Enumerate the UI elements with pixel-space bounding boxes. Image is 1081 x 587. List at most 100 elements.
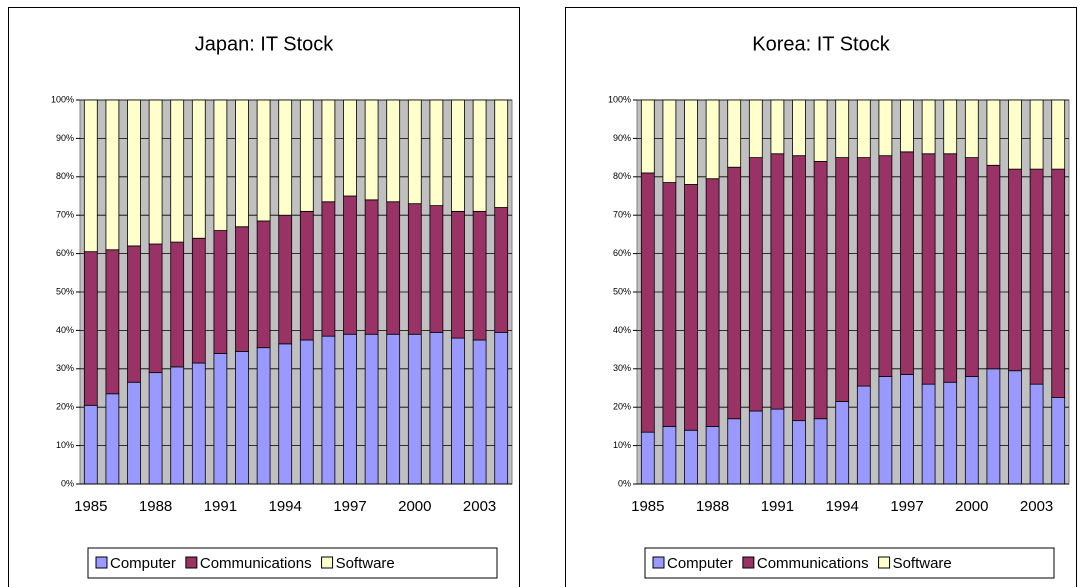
legend-label: Communications (757, 555, 869, 572)
x-tick-label: 1997 (333, 498, 366, 515)
bar-segment (1051, 168, 1066, 398)
bar-segment (494, 99, 509, 208)
x-tick-label: 2000 (398, 498, 431, 515)
x-tick-label: 2003 (1020, 498, 1053, 515)
bar-segment (407, 333, 422, 485)
bar-segment (170, 241, 185, 368)
y-tick-label: 60% (613, 248, 631, 258)
bar-segment (705, 425, 720, 485)
x-tick-label: 1994 (269, 498, 302, 515)
y-tick-label: 50% (56, 286, 74, 296)
bar-segment (472, 99, 487, 212)
y-tick-label: 50% (613, 286, 631, 296)
y-tick-label: 100% (51, 94, 74, 104)
y-tick-label: 90% (56, 133, 74, 143)
bar-segment (494, 207, 509, 333)
bar-segment (386, 333, 401, 485)
bar-segment (1029, 383, 1044, 485)
bar-segment (921, 153, 936, 385)
bar-segment (256, 220, 271, 349)
bar-segment (900, 151, 914, 375)
chart-title: Japan: IT Stock (195, 33, 335, 55)
bar-segment (191, 362, 206, 485)
bar-segment (148, 99, 163, 245)
bar-segment (127, 381, 141, 485)
bar-segment (792, 155, 806, 422)
y-tick-label: 70% (56, 210, 74, 220)
bar-segment (986, 368, 1001, 485)
bar-segment (748, 99, 763, 158)
bar-segment (105, 249, 120, 395)
bar-segment (170, 99, 185, 243)
bar-segment (451, 337, 465, 485)
y-tick-label: 60% (56, 248, 74, 258)
bar-segment (170, 366, 185, 485)
bar-segment (472, 339, 487, 485)
bar-segment (256, 347, 271, 485)
legend-label: Communications (200, 555, 312, 572)
bar-segment (813, 99, 828, 162)
bar-segment (343, 333, 357, 485)
legend: Computer Communications Software (87, 547, 498, 579)
legend: Computer Communications Software (644, 547, 1055, 579)
bar-segment (83, 99, 98, 253)
y-tick-label: 80% (56, 171, 74, 181)
legend-swatch (185, 556, 198, 569)
y-tick-label: 10% (613, 440, 631, 450)
bar-segment (878, 376, 893, 485)
chart-panel: Japan: IT Stock 0% 10% 20% 30% 40% 50% 60% 70% 80… (8, 7, 520, 587)
bar-segment (640, 99, 655, 174)
bar-segment (662, 99, 677, 183)
x-tick-label: 1988 (139, 498, 172, 515)
bar-segment (386, 99, 401, 203)
bar-segment (943, 381, 958, 485)
legend-label: Computer (110, 555, 176, 572)
bar-segment (148, 372, 163, 485)
bar-segment (213, 353, 228, 485)
bar-segment (343, 195, 357, 335)
x-tick-label: 1985 (631, 498, 664, 515)
y-tick-label: 30% (613, 363, 631, 373)
x-tick-label: 1994 (826, 498, 859, 515)
bar-segment (705, 178, 720, 427)
bar-segment (986, 164, 1001, 370)
bar-segment (856, 157, 871, 387)
bar-segment (127, 245, 141, 383)
y-tick-label: 100% (608, 94, 631, 104)
bar-segment (429, 99, 444, 206)
bar-segment (900, 374, 914, 485)
legend-box (87, 547, 498, 579)
bar-segment (1029, 99, 1044, 170)
bar-segment (640, 431, 655, 485)
y-tick-label: 70% (613, 210, 631, 220)
bar-segment (727, 166, 742, 420)
bar-segment (278, 343, 293, 485)
bar-segment (748, 157, 763, 412)
x-tick-label: 1991 (761, 498, 794, 515)
bar-segment (451, 99, 465, 212)
bar-segment (429, 205, 444, 333)
bar-segment (1008, 99, 1022, 170)
y-tick-label: 20% (56, 402, 74, 412)
legend-label: Software (336, 555, 395, 572)
bar-segment (278, 214, 293, 345)
bar-segment (705, 99, 720, 180)
bar-segment (299, 210, 314, 341)
bar-segment (1051, 99, 1066, 170)
bar-segment (1029, 168, 1044, 385)
bar-segment (835, 99, 850, 158)
y-tick-label: 80% (613, 171, 631, 181)
y-tick-label: 10% (56, 440, 74, 450)
bar-segment (1051, 397, 1066, 485)
bar-segment (1008, 168, 1022, 372)
bar-segment (472, 210, 487, 341)
bar-segment (835, 157, 850, 402)
bar-segment (727, 99, 742, 168)
x-tick-label: 1997 (890, 498, 923, 515)
y-tick-label: 0% (618, 478, 631, 488)
bar-segment (235, 226, 249, 352)
bar-segment (921, 383, 936, 485)
bar-segment (364, 199, 379, 335)
legend-box (644, 547, 1055, 579)
bar-segment (148, 243, 163, 374)
